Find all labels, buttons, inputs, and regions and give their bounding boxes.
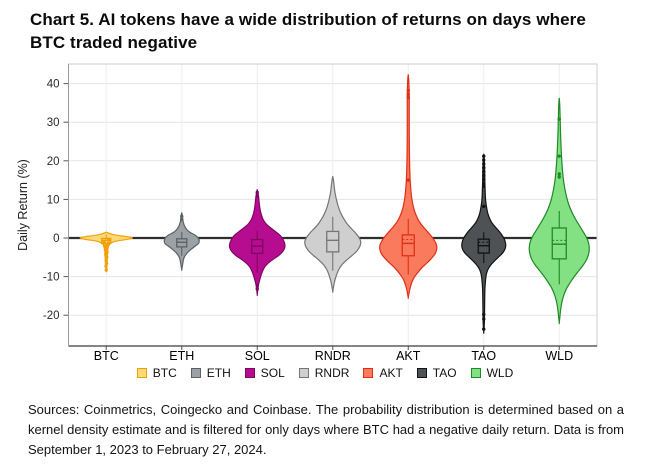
x-axis-label-RNDR: RNDR bbox=[315, 349, 351, 363]
legend-swatch-RNDR bbox=[298, 368, 309, 378]
outlier-WLD-1 bbox=[557, 154, 561, 158]
outlier-TAO-12 bbox=[482, 327, 486, 331]
legend-item-BTC: BTC bbox=[136, 366, 177, 380]
outlier-TAO-11 bbox=[482, 317, 486, 321]
legend-item-SOL: SOL bbox=[244, 366, 285, 380]
outlier-BTC-12 bbox=[104, 264, 108, 268]
outlier-WLD-2 bbox=[557, 172, 561, 176]
outlier-TAO-8 bbox=[482, 184, 486, 188]
legend-swatch-BTC bbox=[136, 368, 147, 378]
outlier-BTC-9 bbox=[105, 255, 109, 259]
box-WLD bbox=[551, 227, 567, 260]
violin-AKT bbox=[379, 74, 438, 299]
legend-label-ETH: ETH bbox=[206, 366, 231, 380]
legend-swatch-SOL bbox=[244, 368, 255, 378]
outlier-TAO-9 bbox=[482, 204, 486, 209]
legend-label-RNDR: RNDR bbox=[314, 366, 350, 380]
y-tick-label-20: 20 bbox=[47, 156, 60, 168]
legend-swatch-ETH bbox=[190, 368, 201, 378]
outlier-ETH-1 bbox=[180, 217, 184, 222]
outlier-AKT-3 bbox=[406, 178, 410, 182]
outlier-ETH-0 bbox=[180, 214, 184, 219]
legend-swatch-TAO bbox=[416, 368, 427, 378]
outlier-SOL-0 bbox=[255, 194, 259, 198]
legend-item-AKT: AKT bbox=[363, 366, 403, 380]
outlier-TAO-2 bbox=[482, 162, 486, 166]
violin-WLD bbox=[528, 97, 590, 325]
x-axis-label-BTC: BTC bbox=[94, 349, 119, 363]
y-tick-label--10: -10 bbox=[43, 272, 60, 284]
outlier-WLD-3 bbox=[557, 175, 561, 179]
outlier-SOL-1 bbox=[255, 190, 259, 195]
outlier-BTC-13 bbox=[104, 268, 108, 272]
x-axis-label-AKT: AKT bbox=[396, 349, 421, 363]
y-tick-label-0: 0 bbox=[53, 233, 59, 245]
violin-chart: 40 30 20 10 0 -10 -20 BTC ETH SOL RNDR AKT TAO WLD Dai… bbox=[16, 63, 598, 363]
x-axis-label-TAO: TAO bbox=[471, 349, 496, 363]
y-tick-label-30: 30 bbox=[47, 117, 60, 129]
legend-label-BTC: BTC bbox=[152, 366, 177, 380]
outlier-AKT-1 bbox=[406, 92, 410, 97]
legend-item-TAO: TAO bbox=[416, 366, 457, 380]
legend-label-AKT: AKT bbox=[379, 366, 403, 380]
outlier-TAO-7 bbox=[482, 181, 486, 185]
legend-label-SOL: SOL bbox=[260, 366, 285, 380]
legend-item-RNDR: RNDR bbox=[298, 366, 350, 380]
x-axis-label-WLD: WLD bbox=[545, 349, 573, 363]
x-axis-label-ETH: ETH bbox=[169, 349, 194, 363]
box-AKT bbox=[401, 234, 415, 257]
legend-label-WLD: WLD bbox=[486, 366, 514, 380]
box-RNDR bbox=[326, 230, 340, 253]
outlier-TAO-1 bbox=[482, 158, 486, 162]
legend-swatch-WLD bbox=[470, 368, 481, 378]
outlier-BTC-0 bbox=[106, 237, 110, 242]
y-tick-label--20: -20 bbox=[43, 310, 60, 322]
y-tick-label-40: 40 bbox=[47, 79, 60, 91]
legend-swatch-AKT bbox=[363, 368, 374, 378]
y-tick-label-10: 10 bbox=[47, 194, 60, 206]
x-axis-label-SOL: SOL bbox=[245, 349, 270, 363]
legend-label-TAO: TAO bbox=[432, 366, 457, 380]
outlier-BTC-3 bbox=[106, 242, 110, 247]
outlier-BTC-8 bbox=[104, 252, 108, 257]
outlier-BTC-11 bbox=[104, 261, 109, 266]
outlier-AKT-2 bbox=[406, 95, 410, 100]
outlier-BTC-1 bbox=[102, 239, 106, 244]
outlier-SOL-3 bbox=[255, 287, 259, 291]
outlier-WLD-0 bbox=[557, 117, 561, 121]
legend-item-WLD: WLD bbox=[470, 366, 514, 380]
legend-item-ETH: ETH bbox=[190, 366, 231, 380]
y-axis-title: Daily Return (%) bbox=[16, 159, 30, 251]
outlier-AKT-0 bbox=[406, 88, 410, 93]
outlier-SOL-2 bbox=[255, 283, 259, 288]
chart-legend: BTC ETH SOL RNDR AKT TAO WLD bbox=[0, 366, 650, 380]
outlier-TAO-3 bbox=[482, 166, 486, 170]
outlier-BTC-10 bbox=[104, 258, 108, 263]
outlier-TAO-4 bbox=[482, 169, 486, 174]
outlier-TAO-10 bbox=[482, 312, 486, 317]
outlier-TAO-5 bbox=[482, 173, 486, 178]
outlier-TAO-0 bbox=[482, 154, 486, 158]
chart-title: Chart 5. AI tokens have a wide distribut… bbox=[30, 10, 586, 53]
source-note: Sources: Coinmetrics, Coingecko and Coin… bbox=[28, 402, 624, 458]
outlier-TAO-6 bbox=[482, 177, 486, 182]
